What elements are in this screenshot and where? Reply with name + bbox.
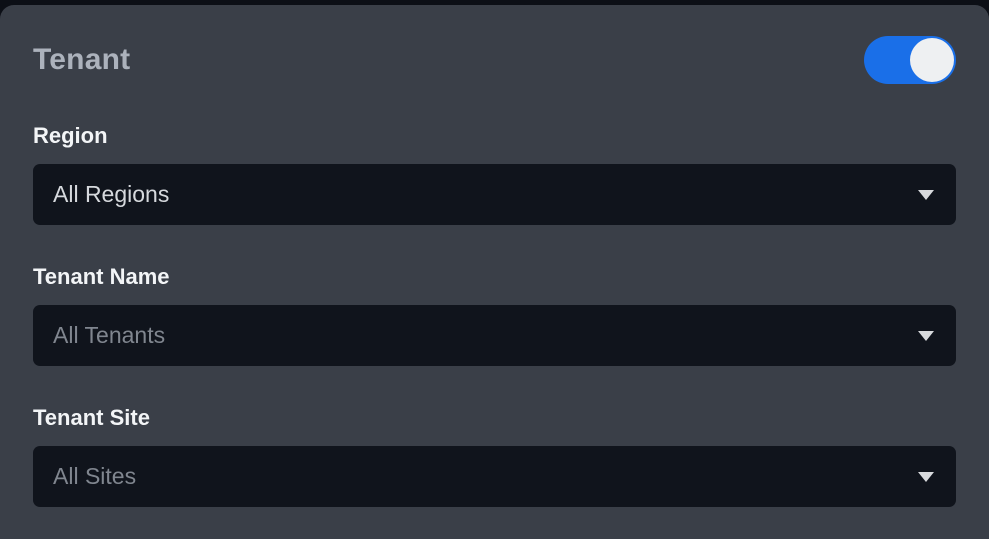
tenant-site-selected-value: All Sites (53, 463, 137, 489)
field-tenant-name: Tenant Name All Tenants (33, 264, 956, 366)
field-region: Region All Regions (33, 123, 956, 225)
region-selected-value: All Regions (53, 181, 170, 207)
region-label: Region (33, 123, 108, 148)
chevron-down-icon (918, 471, 934, 482)
tenant-site-select[interactable]: All Sites (33, 446, 956, 507)
panel-header: Tenant (33, 5, 956, 84)
toggle-knob-icon (910, 38, 954, 82)
field-tenant-site: Tenant Site All Sites (33, 405, 956, 507)
tenant-name-label: Tenant Name (33, 264, 170, 289)
region-select[interactable]: All Regions (33, 164, 956, 225)
tenant-site-label: Tenant Site (33, 405, 150, 430)
tenant-name-selected-value: All Tenants (53, 322, 166, 348)
chevron-down-icon (918, 189, 934, 200)
tenant-name-select[interactable]: All Tenants (33, 305, 956, 366)
chevron-down-icon (918, 330, 934, 341)
tenant-panel: Tenant Region All Regions Tenant Name Al… (0, 5, 989, 539)
panel-title: Tenant (33, 43, 131, 76)
tenant-toggle[interactable] (864, 36, 956, 84)
